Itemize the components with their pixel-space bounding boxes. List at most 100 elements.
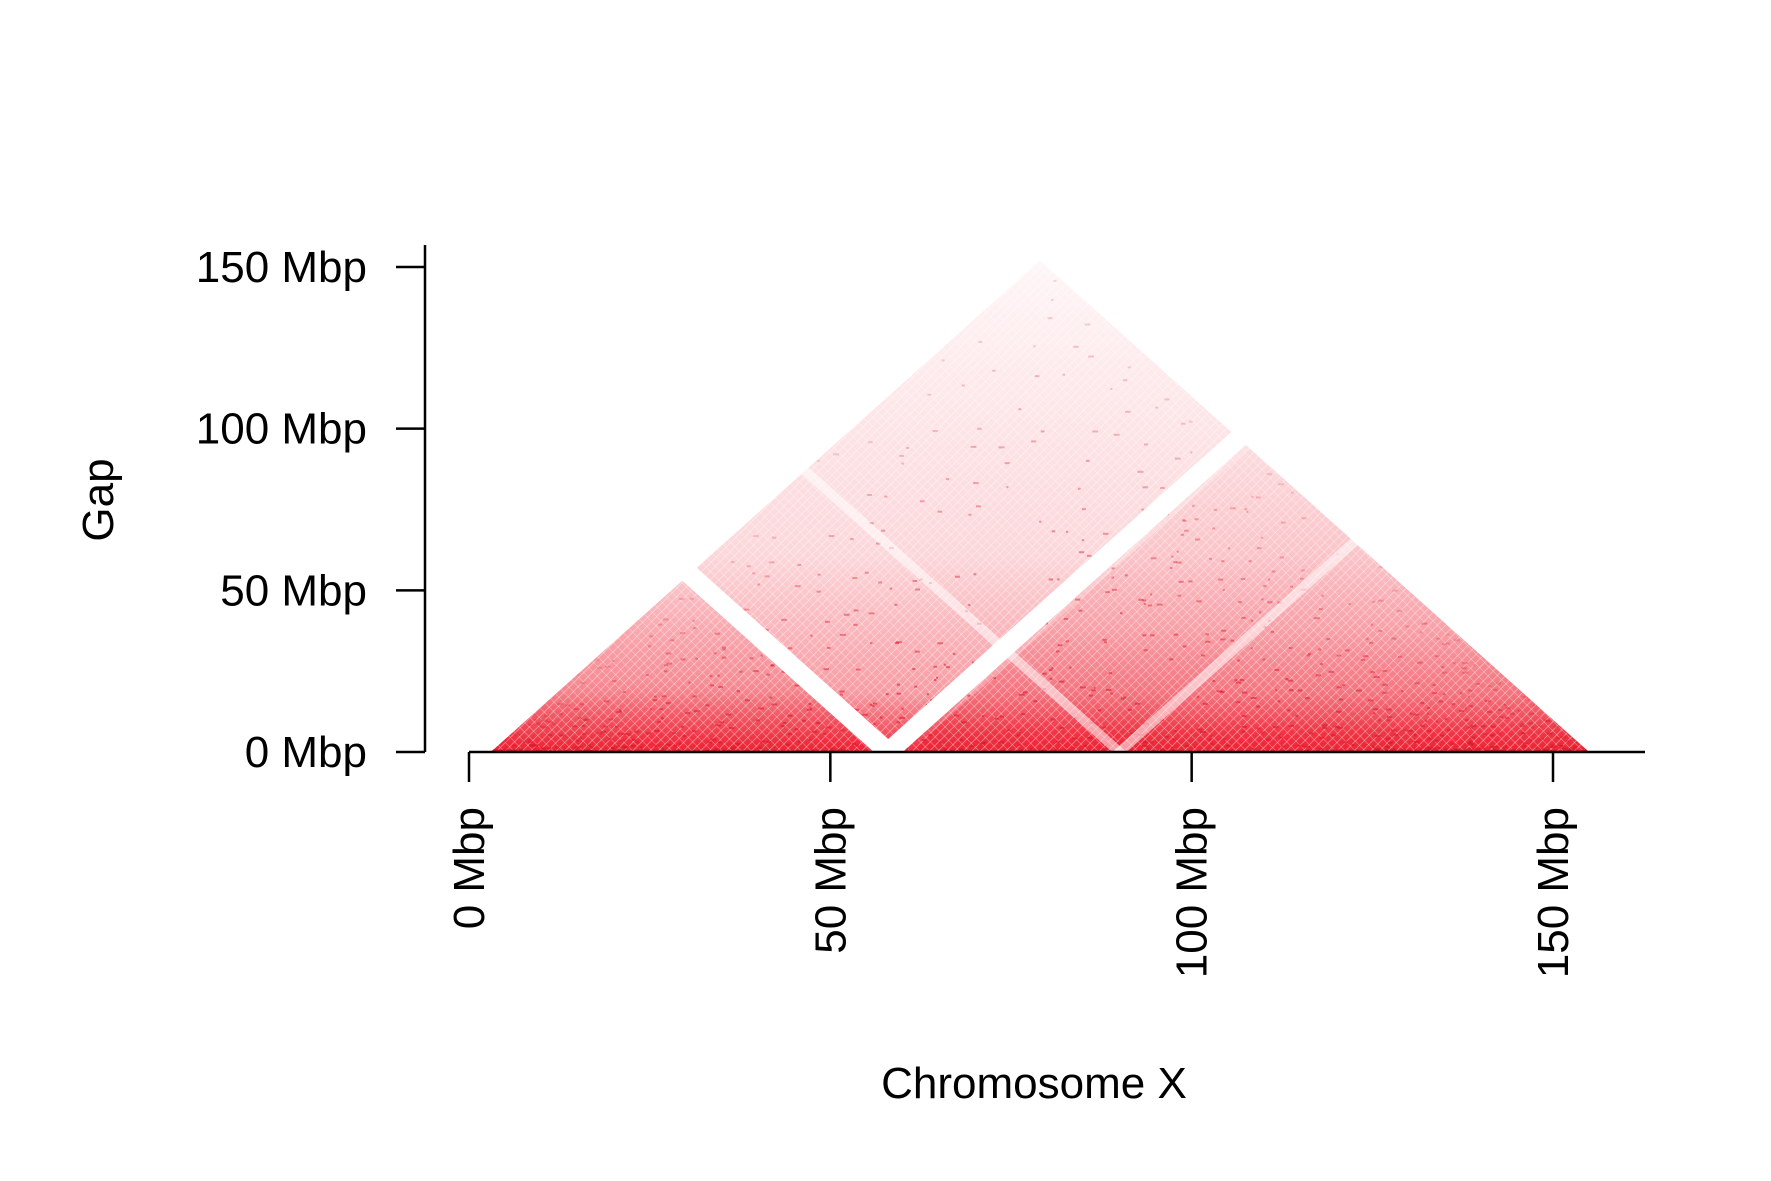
heatmap-speckle <box>1378 566 1383 569</box>
heatmap-speckle <box>636 741 639 744</box>
heatmap-speckle <box>914 685 918 688</box>
heatmap-speckle <box>1047 317 1053 320</box>
heatmap-speckle <box>823 668 829 671</box>
gap-stripe <box>1112 338 1590 752</box>
heatmap-speckle <box>739 670 743 673</box>
heatmap-speckle <box>1220 691 1225 694</box>
x-tick-label: 100 Mbp <box>1168 807 1217 978</box>
heatmap-speckle <box>1369 641 1373 644</box>
heatmap-speckle <box>1124 574 1128 577</box>
heatmap-speckle <box>1235 701 1241 704</box>
heatmap-speckle <box>901 707 904 710</box>
heatmap-speckle <box>1535 746 1538 749</box>
heatmap-speckle <box>1318 648 1322 651</box>
heatmap-speckle <box>532 744 538 747</box>
heatmap-speckle <box>659 708 664 711</box>
heatmap-speckle <box>1546 719 1551 722</box>
heatmap-speckle <box>1056 740 1060 743</box>
heatmap-speckle <box>743 608 750 611</box>
heatmap-speckle <box>953 714 959 717</box>
heatmap-speckle <box>1180 422 1186 425</box>
heatmap-speckle <box>1111 567 1115 570</box>
heatmap-speckle <box>1318 608 1323 611</box>
heatmap-speckle <box>1532 704 1535 707</box>
heatmap-speckle <box>935 676 939 679</box>
heatmap-speckle <box>1373 675 1380 678</box>
heatmap-speckle <box>1147 604 1153 607</box>
heatmap-speckle <box>1556 737 1560 740</box>
heatmap-speckle <box>1378 719 1381 722</box>
heatmap-speckle <box>1504 716 1510 719</box>
heatmap-speckle <box>817 573 821 576</box>
heatmap-speckle <box>1344 649 1350 652</box>
heatmap-speckle <box>539 725 543 728</box>
heatmap-speckle <box>1471 748 1475 751</box>
heatmap-speckle <box>1484 732 1488 735</box>
heatmap-speckle <box>1263 585 1267 588</box>
heatmap-speckle <box>1051 667 1054 670</box>
heatmap-speckle <box>934 678 937 681</box>
heatmap-speckle <box>1252 747 1257 750</box>
heatmap-speckle <box>709 675 713 678</box>
heatmap-speckle <box>769 696 773 699</box>
heatmap-speckle <box>1278 734 1281 737</box>
heatmap-speckle <box>760 740 765 743</box>
heatmap-speckle <box>1414 740 1420 743</box>
heatmap-speckle <box>1042 672 1047 675</box>
heatmap-speckle <box>1004 462 1010 465</box>
heatmap-speckle <box>1208 738 1212 741</box>
heatmap-speckle <box>1420 724 1425 727</box>
heatmap-speckle <box>1156 603 1163 606</box>
heatmap-speckle <box>1420 702 1425 705</box>
heatmap-speckle <box>1519 724 1525 727</box>
heatmap-speckle <box>1124 410 1131 413</box>
heatmap-speckle <box>1213 508 1218 511</box>
heatmap-speckle <box>1033 345 1036 348</box>
heatmap-speckle <box>1220 749 1225 752</box>
heatmap-speckle <box>928 733 932 736</box>
heatmap-speckle <box>1336 654 1342 657</box>
heatmap-speckle <box>708 741 713 744</box>
heatmap-speckle <box>514 731 518 734</box>
heatmap-speckle <box>1241 725 1247 728</box>
heatmap-speckle <box>624 749 627 752</box>
heatmap-speckle <box>1218 578 1224 581</box>
heatmap-speckle <box>654 744 659 747</box>
heatmap-speckle <box>876 542 881 545</box>
heatmap-speckle <box>757 707 764 710</box>
heatmap-speckle <box>1407 729 1413 732</box>
heatmap-speckle <box>654 695 657 698</box>
heatmap-speckle <box>851 742 856 745</box>
heatmap-speckle <box>645 732 652 735</box>
heatmap-speckle <box>1143 443 1149 446</box>
heatmap-speckle <box>1416 661 1423 664</box>
heatmap-speckle <box>1138 598 1144 601</box>
heatmap-speckle <box>1498 709 1503 712</box>
heatmap-speckle <box>1441 666 1445 669</box>
heatmap-speckle <box>1460 667 1467 670</box>
heatmap-speckle <box>770 664 775 667</box>
heatmap-speckle <box>547 734 553 737</box>
heatmap-speckle <box>853 623 858 626</box>
heatmap-speckle <box>627 733 632 736</box>
heatmap-speckle <box>1322 724 1328 727</box>
heatmap-speckle <box>1033 700 1038 703</box>
heatmap-speckle <box>826 646 831 649</box>
heatmap-speckle <box>760 654 764 657</box>
heatmap-speckle <box>1038 749 1043 752</box>
heatmap-speckle <box>1390 741 1393 744</box>
heatmap-speckle <box>1459 692 1463 695</box>
heatmap-texture <box>490 260 1590 752</box>
heatmap-speckle <box>1435 720 1438 723</box>
heatmap-speckle <box>669 639 675 642</box>
heatmap-speckle <box>839 729 842 732</box>
heatmap-speckle <box>617 732 621 735</box>
heatmap-speckle <box>512 744 517 747</box>
heatmap-speckle <box>1470 724 1477 727</box>
heatmap-speckle <box>1040 430 1045 433</box>
heatmap-speckle <box>828 535 835 538</box>
heatmap-speckle <box>873 722 876 725</box>
heatmap-speckle <box>1078 609 1083 612</box>
heatmap-speckle <box>1452 662 1456 665</box>
heatmap-speckle <box>961 384 965 387</box>
